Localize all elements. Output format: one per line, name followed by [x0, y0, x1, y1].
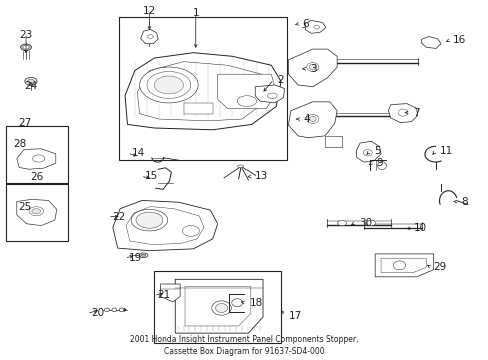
- Bar: [5, 126, 68, 184]
- Text: 27: 27: [19, 118, 32, 128]
- Polygon shape: [17, 149, 56, 169]
- Ellipse shape: [306, 63, 318, 72]
- Ellipse shape: [119, 308, 124, 312]
- Ellipse shape: [32, 209, 41, 214]
- Polygon shape: [288, 102, 336, 138]
- Text: 2: 2: [277, 75, 284, 85]
- Ellipse shape: [309, 117, 316, 122]
- Text: 9: 9: [375, 158, 382, 168]
- Text: 19: 19: [128, 253, 142, 263]
- Text: 30: 30: [358, 218, 371, 228]
- Ellipse shape: [33, 155, 45, 162]
- Ellipse shape: [140, 67, 198, 103]
- Ellipse shape: [136, 212, 163, 228]
- Polygon shape: [421, 37, 440, 48]
- Ellipse shape: [154, 76, 183, 94]
- Ellipse shape: [29, 207, 43, 216]
- Ellipse shape: [182, 226, 199, 236]
- Text: 14: 14: [131, 148, 144, 158]
- Ellipse shape: [20, 44, 31, 50]
- Ellipse shape: [211, 301, 231, 315]
- Text: 8: 8: [461, 197, 467, 207]
- Ellipse shape: [139, 253, 148, 258]
- Polygon shape: [374, 254, 433, 277]
- Text: 10: 10: [413, 224, 427, 233]
- Text: 3: 3: [310, 64, 316, 74]
- Ellipse shape: [237, 96, 256, 107]
- Ellipse shape: [131, 210, 167, 231]
- Polygon shape: [325, 136, 341, 147]
- Polygon shape: [125, 53, 281, 130]
- Bar: [119, 17, 287, 160]
- Text: 26: 26: [31, 172, 44, 182]
- Polygon shape: [141, 30, 158, 44]
- Text: 7: 7: [412, 108, 419, 118]
- Ellipse shape: [363, 149, 371, 156]
- Bar: [5, 183, 68, 241]
- Ellipse shape: [112, 308, 117, 312]
- Text: 2001 Honda Insight Instrument Panel Components Stopper,
Cassette Box Diagram for: 2001 Honda Insight Instrument Panel Comp…: [130, 335, 358, 356]
- Polygon shape: [17, 199, 57, 226]
- Bar: [154, 271, 281, 343]
- Ellipse shape: [231, 299, 242, 307]
- Ellipse shape: [147, 72, 190, 98]
- Text: 21: 21: [158, 291, 171, 301]
- Ellipse shape: [267, 93, 277, 98]
- Text: 29: 29: [433, 262, 446, 272]
- Ellipse shape: [366, 220, 375, 226]
- Ellipse shape: [377, 162, 386, 170]
- Ellipse shape: [397, 109, 407, 116]
- Text: 24: 24: [24, 81, 38, 91]
- Text: 6: 6: [302, 19, 308, 29]
- Polygon shape: [183, 103, 212, 114]
- Text: 1: 1: [192, 8, 199, 18]
- Polygon shape: [288, 49, 336, 87]
- Text: 22: 22: [112, 212, 125, 221]
- Polygon shape: [305, 21, 325, 33]
- Text: 25: 25: [19, 202, 32, 212]
- Ellipse shape: [23, 45, 29, 49]
- Text: 13: 13: [255, 171, 268, 181]
- Polygon shape: [113, 201, 217, 251]
- Polygon shape: [217, 74, 276, 108]
- Ellipse shape: [25, 77, 37, 85]
- Polygon shape: [175, 279, 263, 333]
- Polygon shape: [387, 104, 417, 123]
- Polygon shape: [255, 85, 284, 103]
- Ellipse shape: [104, 308, 109, 312]
- Ellipse shape: [306, 114, 318, 123]
- Polygon shape: [356, 141, 380, 162]
- Ellipse shape: [141, 254, 145, 257]
- Text: 16: 16: [452, 35, 466, 45]
- Ellipse shape: [308, 64, 316, 70]
- Ellipse shape: [237, 165, 243, 168]
- Text: 12: 12: [142, 6, 156, 17]
- Text: 11: 11: [439, 146, 452, 156]
- Text: 15: 15: [144, 171, 158, 181]
- Text: 23: 23: [20, 30, 33, 40]
- Text: 20: 20: [91, 309, 104, 318]
- Ellipse shape: [393, 261, 405, 270]
- Ellipse shape: [27, 79, 34, 84]
- Polygon shape: [160, 284, 180, 302]
- Ellipse shape: [147, 35, 153, 39]
- Ellipse shape: [215, 303, 227, 312]
- Polygon shape: [124, 308, 126, 312]
- Text: 18: 18: [249, 298, 262, 308]
- Text: 17: 17: [288, 311, 301, 321]
- Ellipse shape: [337, 220, 346, 226]
- Text: 4: 4: [303, 114, 309, 124]
- Text: 5: 5: [373, 146, 380, 156]
- Ellipse shape: [313, 26, 319, 29]
- Text: 28: 28: [14, 139, 27, 149]
